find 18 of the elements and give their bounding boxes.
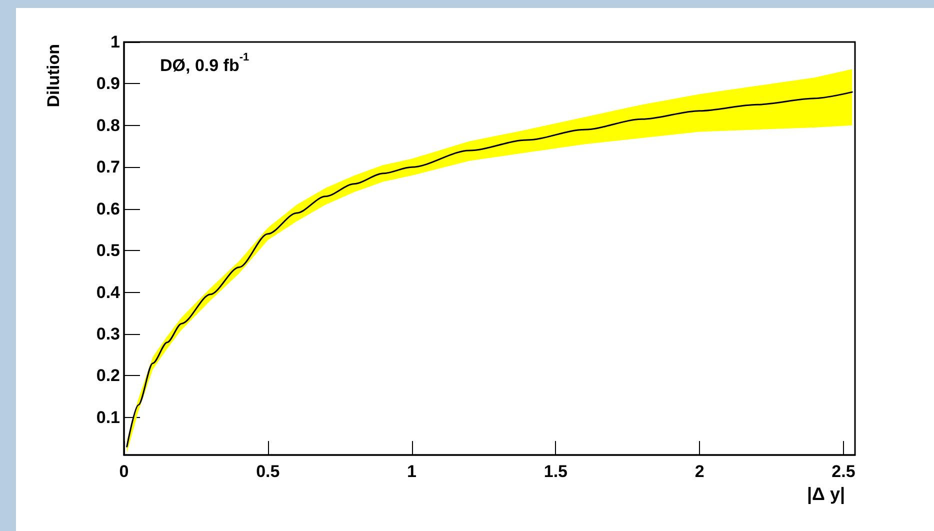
y-axis-title: Dilution xyxy=(44,44,63,108)
x-tick-label: 2.5 xyxy=(832,462,856,481)
y-tick-label: 0.5 xyxy=(96,241,120,260)
y-tick-label: 0.2 xyxy=(96,366,120,386)
y-tick-label: 0.1 xyxy=(96,408,120,427)
x-tick-label: 1 xyxy=(407,462,417,481)
y-tick-label: 0.3 xyxy=(96,324,120,344)
y-tick-label: 0.7 xyxy=(96,158,120,177)
y-tick-label: 0.9 xyxy=(96,74,120,94)
x-tick-label: 0 xyxy=(119,462,129,481)
y-tick-label: 1 xyxy=(110,32,120,52)
y-tick-label: 0.4 xyxy=(96,282,121,302)
x-tick-label: 1.5 xyxy=(544,462,568,481)
y-tick-label: 0.6 xyxy=(96,199,120,218)
x-tick-label: 0.5 xyxy=(256,462,280,481)
x-axis-title: |Δ y| xyxy=(806,484,845,504)
y-tick-label: 0.8 xyxy=(96,116,120,135)
x-tick-label: 2 xyxy=(694,462,704,481)
